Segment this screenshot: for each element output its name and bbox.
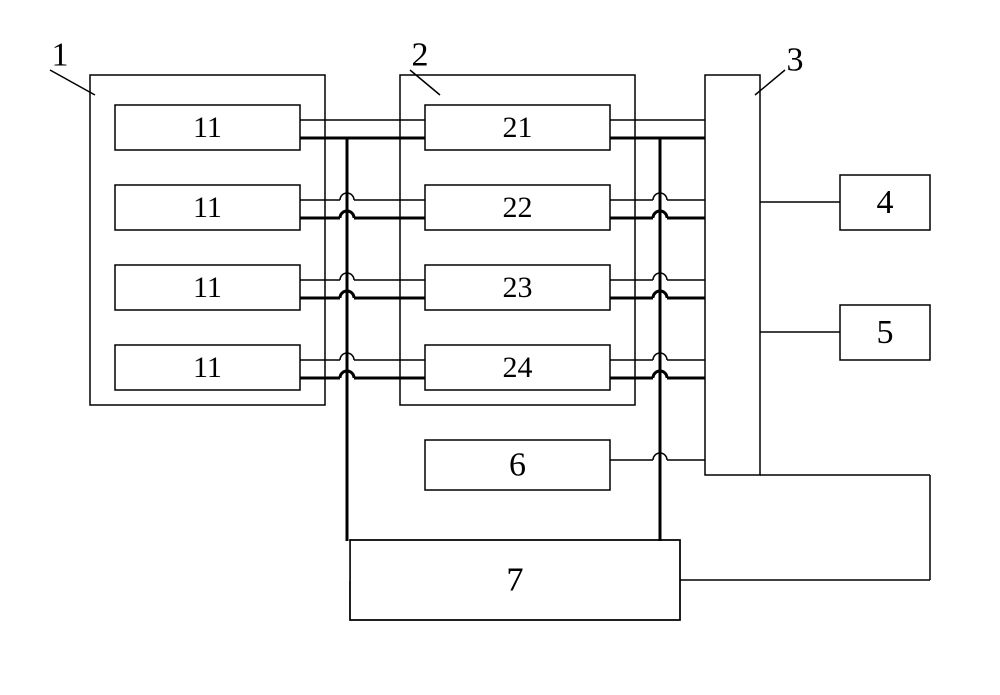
svg-text:6: 6 [509, 447, 526, 484]
svg-text:21: 21 [503, 111, 533, 144]
svg-text:11: 11 [193, 111, 222, 144]
svg-text:11: 11 [193, 191, 222, 224]
block-diagram: 123111111112122232445677 [0, 0, 1000, 695]
svg-text:5: 5 [877, 314, 894, 351]
svg-text:7: 7 [507, 562, 524, 599]
svg-text:2: 2 [412, 37, 429, 74]
svg-text:22: 22 [503, 191, 533, 224]
svg-text:24: 24 [503, 351, 533, 384]
svg-text:11: 11 [193, 351, 222, 384]
svg-text:3: 3 [787, 42, 804, 79]
svg-text:1: 1 [52, 37, 69, 74]
svg-text:11: 11 [193, 271, 222, 304]
svg-text:23: 23 [503, 271, 533, 304]
svg-text:4: 4 [877, 184, 894, 221]
